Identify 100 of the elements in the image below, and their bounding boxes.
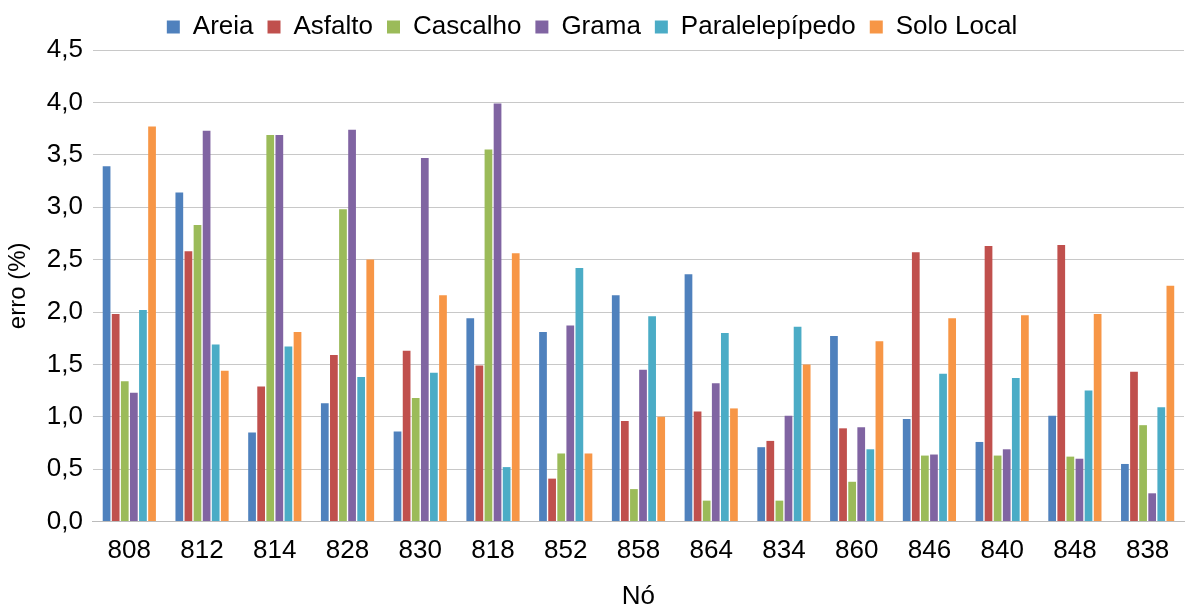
bar [620, 420, 629, 522]
bar [784, 415, 793, 522]
bar [102, 166, 111, 522]
bar [420, 157, 429, 522]
bar [902, 418, 911, 522]
x-tick-label: 812 [180, 534, 224, 565]
bar [466, 318, 475, 522]
bar [757, 447, 766, 522]
bar [993, 455, 1002, 522]
legend-label: Grama [561, 10, 642, 41]
bar [939, 373, 947, 522]
y-tick-label: 1,5 [46, 347, 83, 378]
bar [1057, 244, 1066, 522]
bar [557, 453, 566, 522]
y-tick-label: 0,0 [46, 504, 83, 535]
y-tick-label: 2,0 [46, 295, 83, 326]
bar [802, 364, 811, 522]
bar [766, 440, 775, 522]
bar [611, 295, 620, 522]
bar [502, 467, 511, 522]
bar [1157, 407, 1166, 522]
bar [484, 149, 493, 522]
bar [639, 369, 647, 522]
bar [293, 331, 302, 522]
y-axis-title: erro (%) [3, 242, 31, 330]
bar [657, 416, 666, 522]
legend-label: Paralelepípedo [680, 10, 856, 41]
bar [275, 134, 284, 522]
bar [493, 103, 502, 522]
bar [911, 252, 920, 522]
bar [1048, 415, 1057, 522]
x-tick-label: 834 [762, 534, 806, 565]
bar [120, 381, 129, 522]
bar [584, 453, 593, 522]
legend-label: Areia [192, 10, 255, 41]
x-axis-title: Nó [621, 579, 656, 610]
bar [1066, 456, 1075, 522]
bar [202, 130, 211, 522]
bar [348, 129, 356, 522]
x-tick-label: 828 [325, 534, 370, 565]
y-tick-label: 4,0 [46, 85, 83, 116]
bar [566, 325, 575, 522]
bar [330, 354, 338, 522]
bar [1093, 314, 1102, 522]
bar [402, 350, 411, 522]
legend-label: Cascalho [413, 10, 522, 41]
x-tick-label: 852 [544, 534, 588, 565]
bar [193, 225, 202, 522]
x-tick-label: 860 [834, 534, 879, 565]
bar [1084, 390, 1093, 522]
bar [339, 209, 347, 522]
bar [684, 274, 693, 522]
bar [539, 331, 547, 522]
y-tick-label: 3,5 [46, 137, 83, 168]
bar [830, 336, 838, 522]
bar [393, 431, 402, 522]
x-tick-label: 858 [616, 534, 661, 565]
bar [430, 372, 438, 522]
bar [248, 432, 256, 522]
bar [284, 346, 293, 522]
bar [439, 295, 447, 522]
bar [693, 411, 702, 522]
bar [875, 341, 884, 522]
bar [1139, 425, 1147, 522]
x-tick-label: 830 [398, 534, 442, 565]
bar [984, 245, 993, 522]
y-tick-label: 0,5 [46, 452, 83, 483]
bar [839, 428, 847, 522]
bar [220, 370, 229, 522]
x-tick-label: 864 [689, 534, 733, 565]
bar [1021, 315, 1029, 522]
bar [575, 267, 584, 522]
bar [948, 318, 957, 522]
bar [320, 403, 329, 522]
y-tick-label: 3,0 [46, 190, 83, 221]
bar [630, 489, 638, 522]
bar [357, 376, 366, 522]
bar [711, 383, 720, 522]
bar [848, 481, 856, 522]
bar [930, 454, 938, 522]
bar [1121, 463, 1129, 522]
bar [548, 478, 556, 522]
x-tick-label: 848 [1053, 534, 1097, 565]
bar [975, 441, 984, 522]
x-tick-label: 808 [107, 534, 152, 565]
y-tick-label: 4,5 [46, 33, 83, 64]
legend-label: Asfalto [293, 10, 374, 41]
bar [139, 309, 147, 522]
bar [857, 427, 866, 522]
bar [921, 455, 929, 522]
bar [366, 259, 375, 522]
y-tick-label: 1,0 [46, 399, 83, 430]
bar [730, 408, 738, 522]
legend-label: Solo Local [895, 10, 1018, 41]
bar [1148, 493, 1157, 522]
bar [257, 386, 266, 522]
y-tick-label: 2,5 [46, 242, 83, 273]
bar [1075, 458, 1084, 522]
x-tick-label: 814 [253, 534, 297, 565]
bar [648, 316, 656, 522]
